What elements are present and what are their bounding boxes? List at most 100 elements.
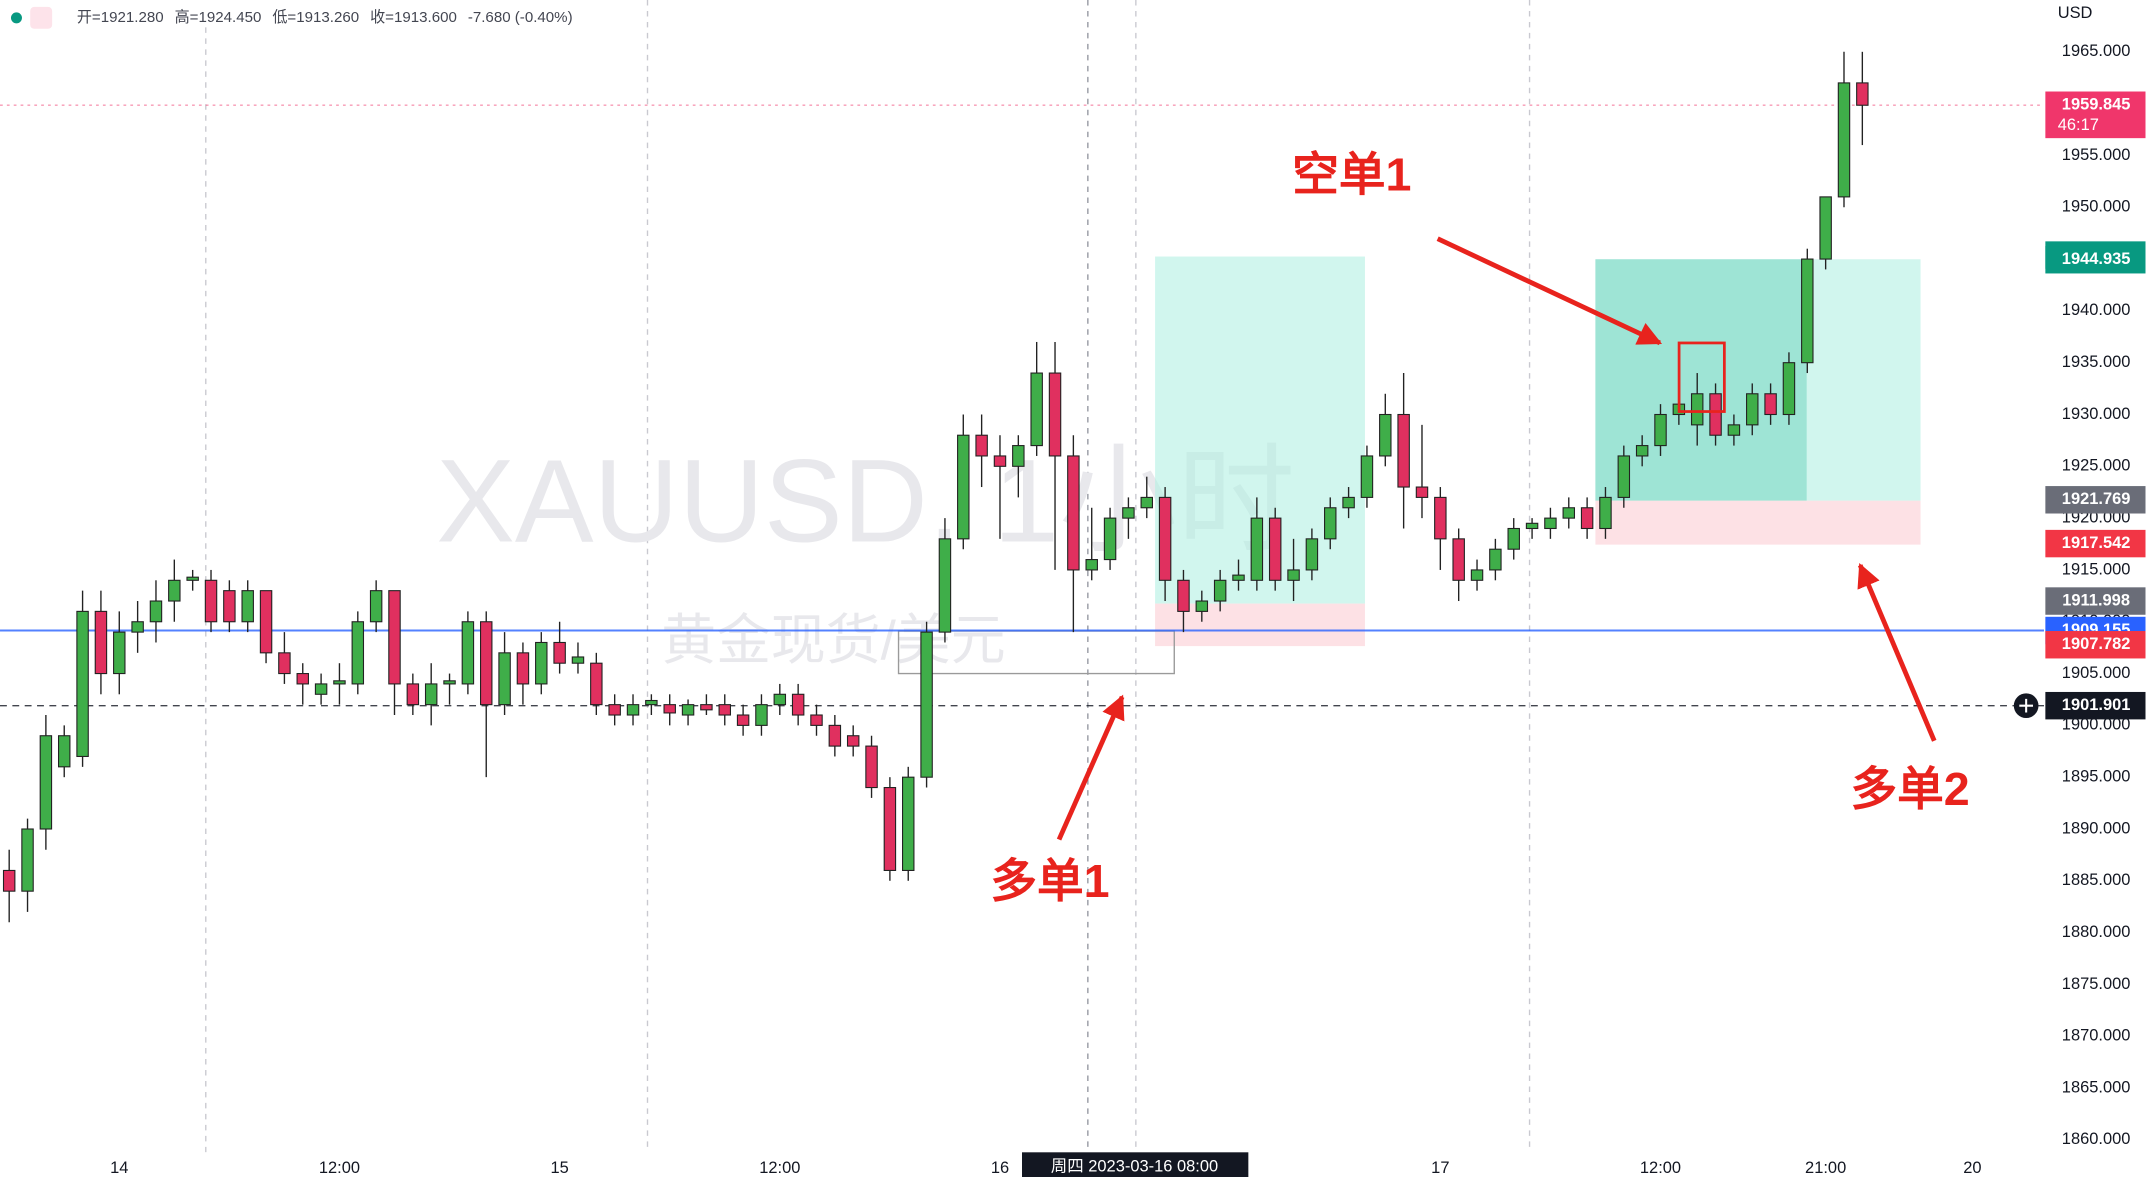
candle-body [590,662,603,706]
candle-body [883,786,897,871]
header-item: 高=1924.450 [175,9,262,26]
candle-body [351,621,365,685]
candle-body [2,869,16,892]
highlight-box [1677,341,1726,413]
candle-body [369,590,383,623]
y-tick-label: 1865.000 [2062,1078,2131,1096]
candle-body [1525,522,1539,530]
y-tick-label: 1955.000 [2062,146,2131,164]
candle-body [1268,517,1282,581]
y-tick-label: 1895.000 [2062,768,2131,786]
candle-body [314,683,328,695]
price-tag-label: 1944.935 [2062,250,2131,268]
price-tag-label: 1921.769 [2062,490,2131,508]
candle-body [278,652,291,675]
y-tick-label: 1925.000 [2062,457,2131,475]
candle-body [1690,393,1704,426]
candle-body [1213,579,1227,602]
candle-body [1012,445,1025,467]
y-tick-label: 1890.000 [2062,819,2131,837]
price-tag [2045,529,2146,558]
y-tick-label: 1860.000 [2062,1130,2131,1148]
candle-body [1544,517,1557,530]
candle-body [773,693,787,706]
status-dot [10,12,22,24]
candle-body [57,735,71,768]
candle-body [516,652,530,685]
candle-body [461,621,475,685]
candle-body [846,735,860,747]
candle-body [865,745,878,789]
candle-body [1709,393,1722,436]
candle-body [1250,517,1264,581]
candle-body [791,693,805,716]
price-tag-label: 1911.998 [2062,591,2130,609]
price-tag [2045,631,2146,659]
price-tag-label: 1901.901 [2062,696,2131,714]
x-tick-label: 15 [550,1159,568,1177]
candle-body [94,610,108,675]
candle-body [1415,486,1429,498]
candle-body [1764,393,1777,416]
candle-body [1379,413,1392,457]
y-tick-label: 1875.000 [2062,975,2131,993]
candle-body [920,631,933,778]
y-tick-label: 1870.000 [2062,1027,2131,1045]
candle-body [149,600,163,623]
loss-zone [1595,500,1921,545]
candle-body [1562,507,1576,519]
candle-body [479,621,493,706]
candle-body [186,576,199,581]
header-item: 收=1913.600 [370,9,457,26]
candle-body [1342,496,1355,509]
candle-body [424,683,438,706]
candle-body [626,704,640,716]
candle-body [1856,82,1869,106]
currency: USD [2058,4,2093,22]
price-tag [2045,246,2146,274]
candle-body [1287,569,1300,581]
annotation: 空单1 [1292,149,1411,201]
candle-body [296,673,309,685]
x-tick-label: 12:00 [759,1159,800,1177]
x-tick-label: 12:00 [319,1159,360,1177]
candle-body [241,590,254,623]
candle-body [1727,424,1741,436]
y-tick-label: 1905.000 [2062,664,2131,682]
candle-body [223,590,236,623]
candle-body [1654,413,1667,447]
candle-body [21,828,34,892]
y-tick-label: 1940.000 [2062,301,2131,319]
candle-body [828,724,842,747]
position-tool-2 [1595,259,1921,545]
loss-zone [1155,603,1365,647]
candle-body [755,704,768,726]
arrow [1436,236,1663,346]
candle-body [553,641,566,664]
candle-body [1305,538,1319,571]
candle-body [388,590,401,685]
candle-body [993,455,1007,467]
candle-body [663,704,676,714]
header-item: 开=1921.280 [77,9,164,26]
price-tag-label: 1959.845 [2062,96,2131,114]
x-tick-label: 14 [110,1159,128,1177]
plot [0,51,2044,923]
candle-body [1819,196,1832,260]
candle-body [571,656,585,664]
candle-body [113,631,126,675]
candle-body [1489,548,1502,571]
profit-filled [1595,259,1807,501]
candle-body [902,776,915,871]
candle-body [1324,507,1337,540]
candle-body [608,704,621,716]
price-tag-label: 1907.782 [2062,635,2131,653]
y-tick-label: 1930.000 [2062,405,2131,423]
candle-body [259,590,273,654]
annotation: 多单2 [1851,763,1970,815]
x-tick-label: 17 [1431,1159,1449,1177]
y-tick-label: 1915.000 [2062,560,2131,578]
candle-body [1067,455,1080,571]
candle-body [1122,507,1135,519]
